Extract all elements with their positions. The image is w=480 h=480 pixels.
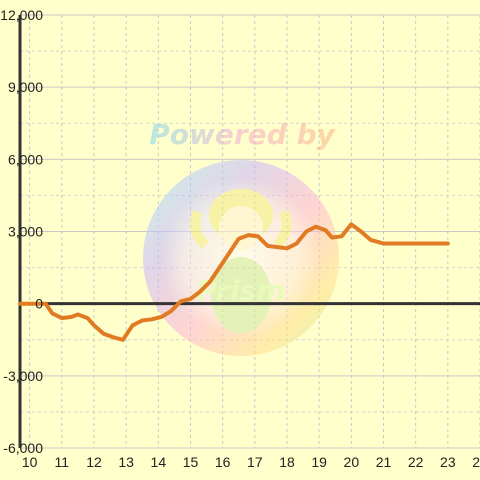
x-tick-label: 19 (311, 454, 327, 470)
x-tick-label: 16 (215, 454, 231, 470)
series (18, 222, 450, 342)
x-tick-label: 20 (344, 454, 360, 470)
y-tick-label: -3,000 (3, 368, 43, 384)
mascot-figure-icon (190, 189, 292, 333)
axes (18, 15, 480, 448)
x-tick-label: 21 (376, 454, 392, 470)
x-tick-label: 13 (118, 454, 134, 470)
x-tick-label: 10 (22, 454, 38, 470)
y-tick-label: 12,000 (0, 7, 43, 23)
x-tick-label: 14 (151, 454, 167, 470)
watermark-text: Powered by (149, 118, 336, 151)
y-tick-label: 0 (35, 296, 43, 312)
x-tick-label: 11 (55, 454, 70, 470)
y-tick-label: 6,000 (8, 151, 43, 167)
y-tick-label: 3,000 (8, 224, 43, 240)
x-tick-label: 22 (408, 454, 424, 470)
y-tick-label: 9,000 (8, 79, 43, 95)
x-tick-label: 23 (440, 454, 456, 470)
series-line (18, 222, 450, 342)
y-tick-label: -6,000 (3, 440, 43, 456)
x-tick-label: 24 (472, 454, 480, 470)
x-tick-label: 15 (183, 454, 199, 470)
watermark: Prism Powered by (143, 118, 339, 356)
x-tick-label: 17 (247, 454, 263, 470)
tick-labels: -6,000 -3,000 0 3,000 6,000 9,000 12,000 10 11 12… (0, 7, 480, 470)
x-tick-label: 12 (86, 454, 102, 470)
x-tick-label: 18 (279, 454, 295, 470)
